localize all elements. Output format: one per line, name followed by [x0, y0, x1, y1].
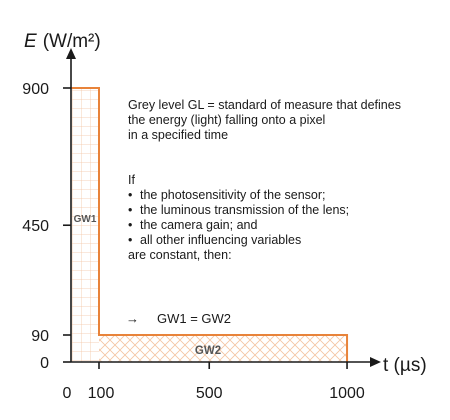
y-axis-arrow [66, 48, 76, 59]
x-tick-label: 0 [63, 385, 72, 402]
definition-line: Grey level GL = standard of measure that… [128, 98, 401, 112]
gw1-area [72, 88, 99, 362]
definition-line: in a specified time [128, 128, 229, 142]
gw1-label: GW1 [74, 214, 97, 225]
condition-item: • all other influencing variables [128, 233, 302, 247]
y-tick-label: 90 [31, 328, 49, 345]
bullet-icon: • [128, 188, 133, 202]
y-tick-label: 450 [22, 218, 49, 235]
bullet-icon: • [128, 233, 133, 247]
y-ticks: 0 90 450 900 [22, 81, 71, 372]
x-tick-label: 100 [88, 385, 115, 402]
y-axis-label: E (W/m²) [24, 31, 101, 52]
definition-line: the energy (light) falling onto a pixel [128, 113, 326, 127]
definition-text: Grey level GL = standard of measure that… [128, 98, 401, 143]
arrow-right-icon: → [126, 311, 139, 326]
gw2-area [99, 335, 348, 362]
bullet-icon: • [128, 203, 133, 217]
formula-text: GW1 = GW2 [157, 311, 232, 326]
x-tick-label: 500 [196, 385, 223, 402]
condition-item: • the luminous transmission of the lens; [128, 203, 350, 217]
x-axis-label: t (µs) [383, 355, 427, 376]
x-axis-arrow [370, 357, 381, 367]
gw2-label: GW2 [195, 345, 221, 357]
x-ticks: 0 100 500 1000 [63, 362, 365, 402]
y-tick-label: 0 [40, 355, 49, 372]
y-tick-label: 900 [22, 81, 49, 98]
formula: → GW1 = GW2 [126, 311, 231, 326]
bullet-icon: • [128, 218, 133, 232]
x-tick-label: 1000 [329, 385, 365, 402]
conditions-intro: If [128, 173, 135, 187]
pulse-line [71, 87, 349, 362]
conditions-text: If • the photosensitivity of the sensor; … [128, 173, 349, 263]
condition-item: • the camera gain; and [128, 218, 258, 232]
conclusion-text: are constant, then: [128, 248, 232, 262]
condition-item: • the photosensitivity of the sensor; [128, 188, 326, 202]
